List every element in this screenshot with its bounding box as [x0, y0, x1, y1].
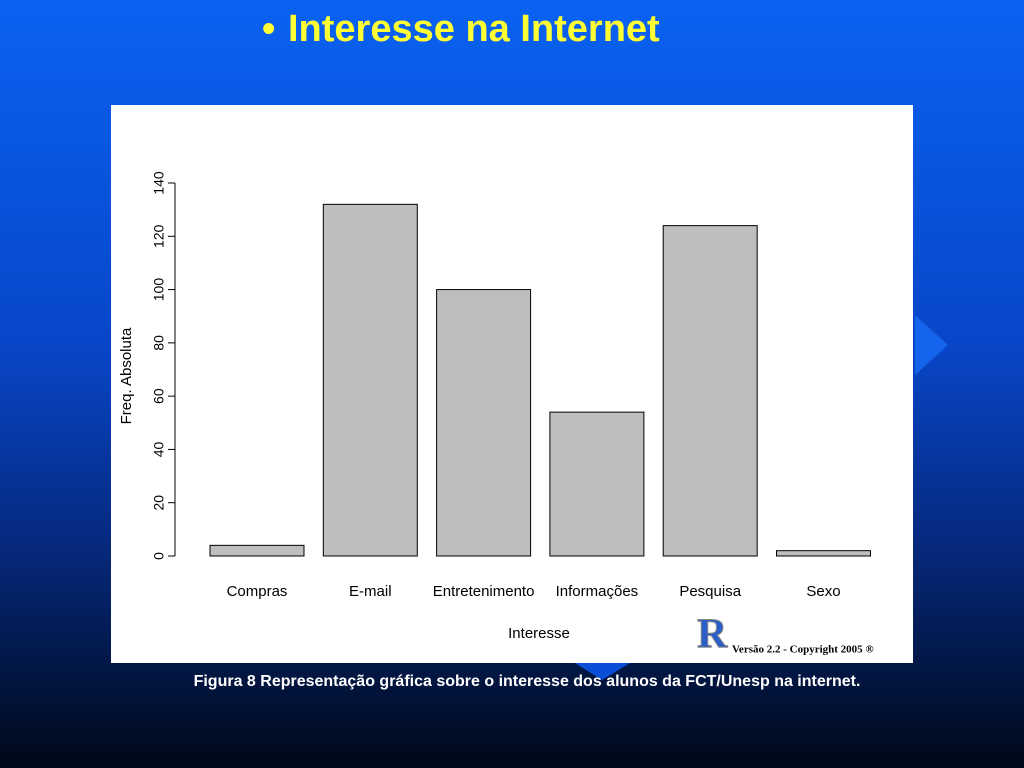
bar — [209, 544, 305, 557]
bar — [549, 411, 645, 557]
y-tick-label: 140 — [151, 171, 167, 195]
y-tick-label: 80 — [151, 335, 167, 351]
bar — [662, 225, 758, 557]
y-tick-label: 20 — [151, 495, 167, 511]
slide-title: Interesse na Internet — [288, 8, 660, 50]
x-tick-label: Informações — [556, 583, 639, 600]
y-tick-label: 0 — [151, 552, 167, 560]
logo-letter: R — [697, 612, 728, 658]
decoration — [915, 315, 948, 375]
x-tick-label: Sexo — [806, 583, 840, 600]
bar — [776, 550, 871, 557]
x-tick-label: Entretenimento — [433, 583, 535, 600]
x-tick-label: E-mail — [349, 583, 392, 600]
x-axis-label: Interesse — [508, 625, 570, 642]
logo-text: Versão 2.2 - Copyright 2005 ® — [732, 644, 874, 656]
caption: Figura 8 Representação gráfica sobre o i… — [194, 673, 861, 690]
y-tick-label: 40 — [151, 441, 167, 457]
y-tick-label: 120 — [151, 224, 167, 248]
bullet: • — [262, 8, 275, 50]
x-tick-label: Pesquisa — [679, 583, 741, 600]
y-tick-label: 100 — [151, 278, 167, 302]
bar — [436, 289, 532, 557]
bar — [322, 203, 418, 557]
y-tick-label: 60 — [151, 388, 167, 404]
y-axis-label: Freq. Absoluta — [118, 327, 135, 424]
x-tick-label: Compras — [227, 583, 288, 600]
decoration — [575, 663, 630, 680]
